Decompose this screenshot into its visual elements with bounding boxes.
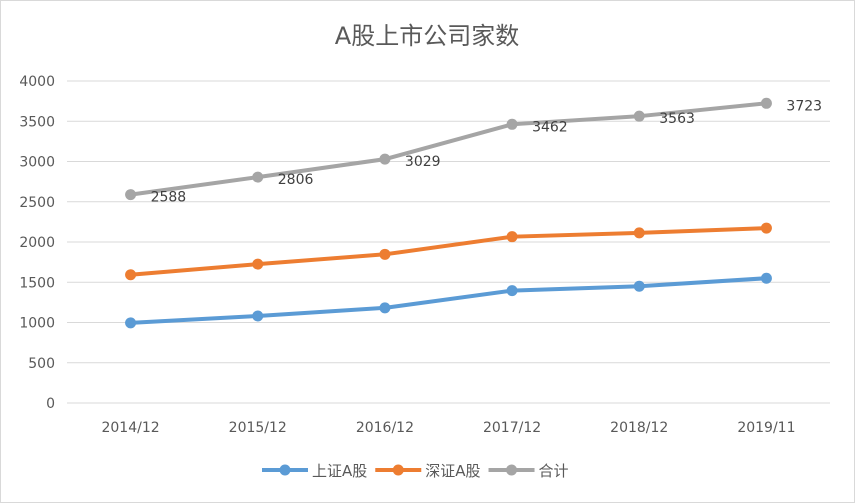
data-label: 3462	[532, 119, 568, 135]
y-tick-label: 0	[46, 396, 55, 412]
y-tick-label: 500	[28, 356, 55, 372]
data-point	[125, 317, 137, 329]
data-point	[125, 269, 137, 281]
data-point	[379, 248, 391, 260]
data-point	[506, 285, 518, 297]
x-tick-label: 2015/12	[229, 420, 287, 436]
x-tick-label: 2016/12	[356, 420, 414, 436]
data-label: 3723	[786, 98, 822, 114]
data-label: 3563	[659, 111, 695, 127]
data-point	[125, 189, 137, 201]
data-point	[252, 310, 264, 322]
data-label: 2806	[278, 172, 314, 188]
data-label: 3029	[405, 154, 441, 170]
legend-label: 合计	[539, 462, 569, 480]
data-point	[506, 231, 518, 243]
data-point	[252, 171, 264, 183]
data-point	[252, 258, 264, 270]
series-line	[128, 226, 769, 277]
legend-item: 合计	[488, 462, 569, 480]
chart-title: A股上市公司家数	[335, 22, 519, 50]
y-tick-label: 1500	[19, 275, 55, 291]
data-point	[379, 302, 391, 314]
y-tick-label: 4000	[19, 74, 55, 90]
data-point	[633, 280, 645, 292]
legend-item: 上证A股	[262, 462, 367, 480]
series-0	[125, 272, 772, 329]
y-tick-label: 1000	[19, 316, 55, 332]
data-point	[760, 222, 772, 234]
data-point	[506, 118, 518, 130]
legend-label: 上证A股	[312, 462, 367, 480]
y-tick-label: 3000	[19, 155, 55, 171]
data-point	[633, 227, 645, 239]
legend-label: 深证A股	[425, 462, 480, 480]
x-tick-label: 2019/11	[737, 420, 795, 436]
series-line	[128, 101, 769, 197]
series-2: 2588 2806 3029 3462 3563 3723	[125, 97, 822, 206]
y-tick-label: 2500	[19, 195, 55, 211]
data-point	[760, 272, 772, 284]
legend-marker	[506, 464, 518, 476]
data-label: 2588	[151, 190, 187, 206]
x-tick-label: 2017/12	[483, 420, 541, 436]
y-tick-label: 2000	[19, 235, 55, 251]
x-tick-label: 2018/12	[610, 420, 668, 436]
data-point	[379, 153, 391, 165]
legend-item: 深证A股	[375, 462, 481, 480]
x-tick-label: 2014/12	[101, 420, 159, 436]
data-point	[633, 110, 645, 122]
data-point	[760, 97, 772, 109]
series-1	[125, 222, 772, 281]
legend-marker	[279, 464, 291, 476]
y-tick-label: 3500	[19, 114, 55, 130]
legend-marker	[392, 464, 404, 476]
series-line	[128, 276, 769, 325]
